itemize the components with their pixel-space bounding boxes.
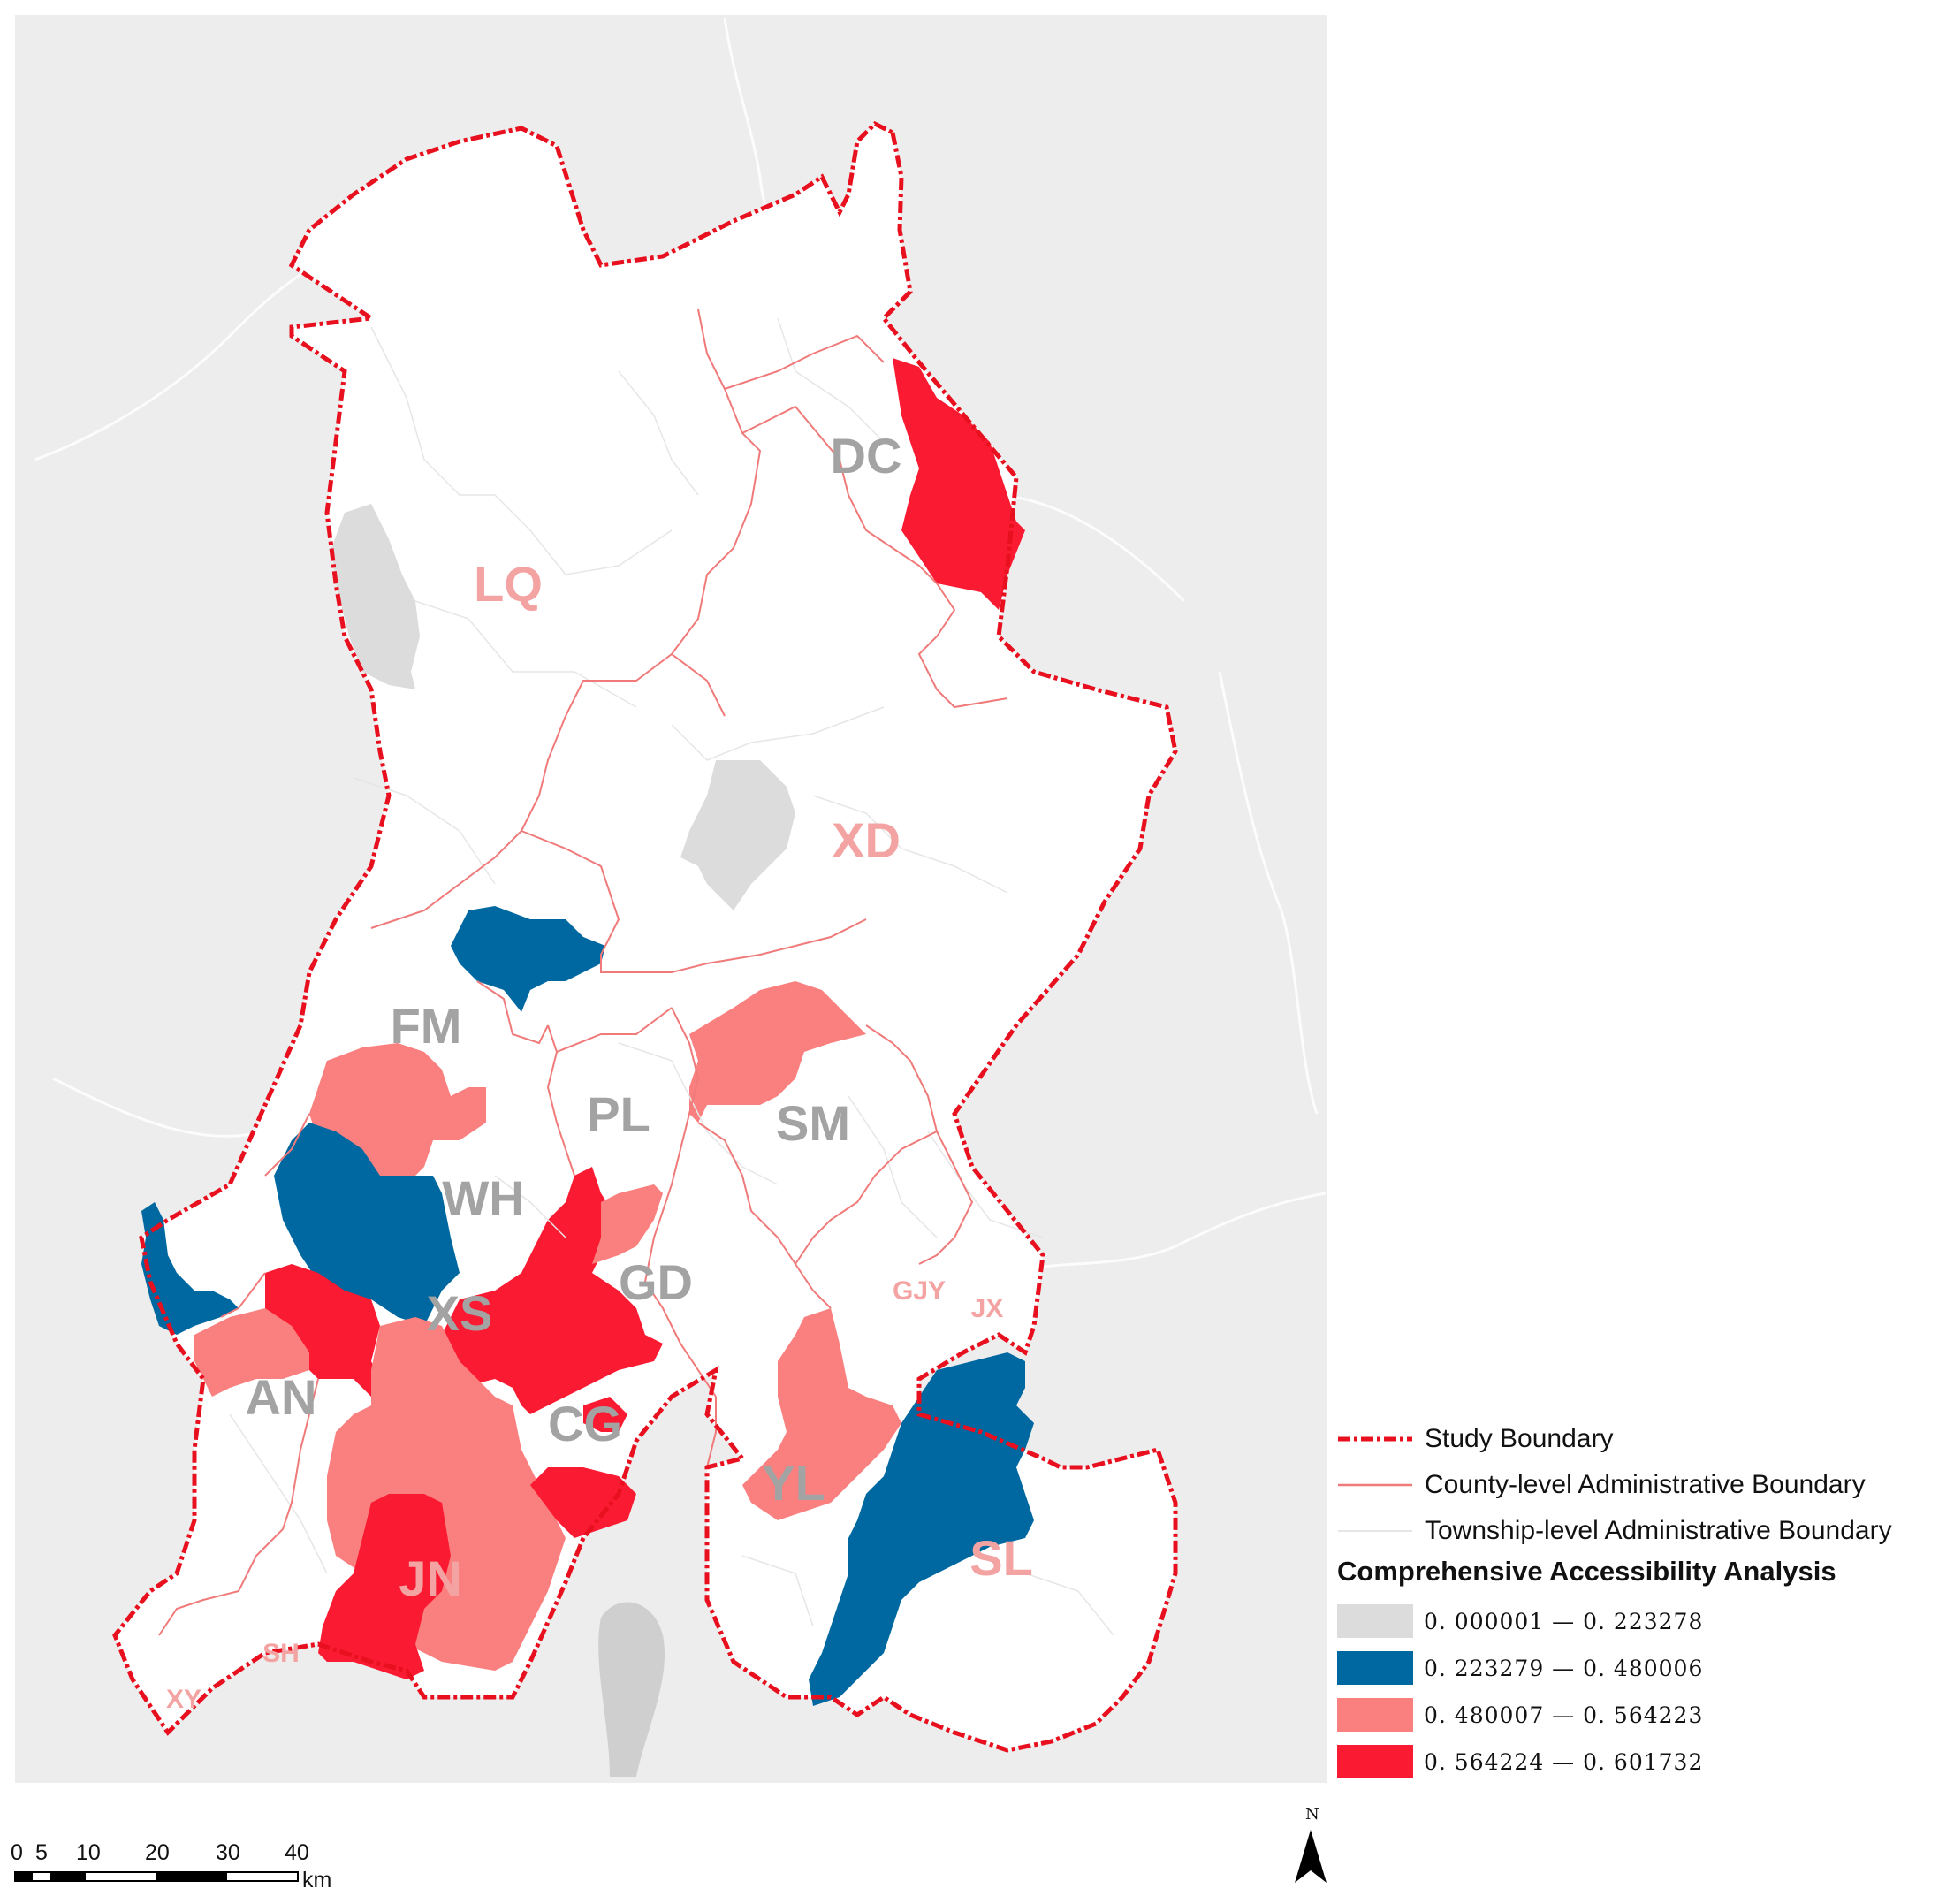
scale-tick-label: 0	[11, 1840, 23, 1865]
scale-tick-label: 40	[285, 1840, 309, 1865]
region-west-edge[interactable]	[141, 1202, 239, 1335]
region-fm-mid[interactable]	[451, 906, 605, 1012]
legend-study-boundary-label: Study Boundary	[1425, 1424, 1614, 1453]
region-an-north[interactable]	[265, 1264, 380, 1397]
legend-county-boundary: County-level Administrative Boundary	[1334, 1467, 1866, 1503]
north-arrow: N	[1290, 1805, 1331, 1885]
legend-township-boundary-label: Township-level Administrative Boundary	[1425, 1516, 1892, 1545]
legend-township-boundary: Township-level Administrative Boundary	[1334, 1513, 1892, 1549]
region-jn-south[interactable]	[318, 1494, 451, 1679]
legend-county-boundary-label: County-level Administrative Boundary	[1425, 1470, 1866, 1499]
region-gd-upper[interactable]	[592, 1184, 663, 1264]
study-boundary-symbol	[1334, 1421, 1416, 1457]
county-boundary-symbol	[1334, 1467, 1416, 1503]
legend-class-label: 0. 223279 — 0. 480006	[1424, 1655, 1704, 1681]
label-gjy: GJY	[893, 1276, 946, 1306]
legend-class-1: 0. 000001 — 0. 223278	[1337, 1603, 1703, 1639]
legend: Study Boundary County-level Administrati…	[1334, 1413, 1953, 1801]
county-labels: DC LQ XD FM PL SM WH GD XS AN CG YL SL J…	[166, 428, 1033, 1714]
legend-swatch	[1337, 1698, 1413, 1732]
region-yl-mid[interactable]	[742, 1308, 901, 1520]
label-gd: GD	[619, 1254, 693, 1310]
region-xd-low[interactable]	[680, 760, 795, 910]
label-dc: DC	[831, 428, 902, 484]
region-cg-north[interactable]	[583, 1397, 627, 1432]
region-dc-high[interactable]	[893, 358, 1025, 610]
legend-title: Comprehensive Accessibility Analysis	[1337, 1556, 1836, 1587]
background-lake	[598, 1602, 665, 1777]
legend-class-label: 0. 000001 — 0. 223278	[1424, 1608, 1704, 1634]
choropleth	[141, 358, 1034, 1706]
legend-class-2: 0. 223279 — 0. 480006	[1337, 1650, 1703, 1686]
legend-swatch	[1337, 1651, 1413, 1685]
label-xy: XY	[166, 1685, 201, 1714]
county-boundaries	[158, 308, 1008, 1636]
label-wh: WH	[442, 1170, 524, 1226]
scale-tick-label: 30	[216, 1840, 240, 1865]
legend-class-label: 0. 480007 — 0. 564223	[1424, 1702, 1704, 1728]
legend-class-4: 0. 564224 — 0. 601732	[1337, 1744, 1703, 1779]
region-cg-south[interactable]	[530, 1467, 636, 1538]
label-sh: SH	[262, 1639, 300, 1668]
label-yl: YL	[762, 1455, 825, 1511]
label-pl: PL	[587, 1086, 650, 1142]
label-sl: SL	[969, 1530, 1033, 1586]
scale-unit: km	[302, 1868, 332, 1893]
label-xd: XD	[832, 812, 901, 868]
legend-study-boundary: Study Boundary	[1334, 1421, 1613, 1457]
north-arrow-icon	[1295, 1830, 1327, 1883]
region-an-mid[interactable]	[194, 1308, 309, 1397]
label-cg: CG	[548, 1396, 622, 1451]
label-jx: JX	[971, 1294, 1004, 1323]
scale-tick-label: 10	[76, 1840, 101, 1865]
scale-bar-graphic	[14, 1871, 299, 1882]
label-sm: SM	[776, 1095, 850, 1151]
region-sl-west[interactable]	[809, 1352, 1034, 1706]
scale-tick-label: 20	[145, 1840, 170, 1865]
label-lq: LQ	[474, 556, 543, 612]
label-xs: XS	[427, 1285, 493, 1341]
study-boundary-line	[112, 120, 1178, 1753]
township-boundary-symbol	[1334, 1513, 1416, 1549]
legend-swatch	[1337, 1604, 1413, 1638]
scale-bar: 0 5 10 20 30 40 km	[11, 1840, 382, 1893]
region-sm-upper[interactable]	[689, 981, 866, 1123]
legend-swatch	[1337, 1745, 1413, 1778]
legend-class-3: 0. 480007 — 0. 564223	[1337, 1697, 1703, 1733]
region-lq-low[interactable]	[331, 504, 420, 689]
scale-tick-label: 5	[35, 1840, 48, 1865]
label-fm: FM	[391, 998, 462, 1054]
label-jn: JN	[399, 1550, 462, 1606]
legend-class-label: 0. 564224 — 0. 601732	[1424, 1748, 1704, 1775]
north-label: N	[1305, 1805, 1319, 1824]
label-an: AN	[246, 1369, 317, 1425]
township-boundaries	[229, 317, 1114, 1636]
